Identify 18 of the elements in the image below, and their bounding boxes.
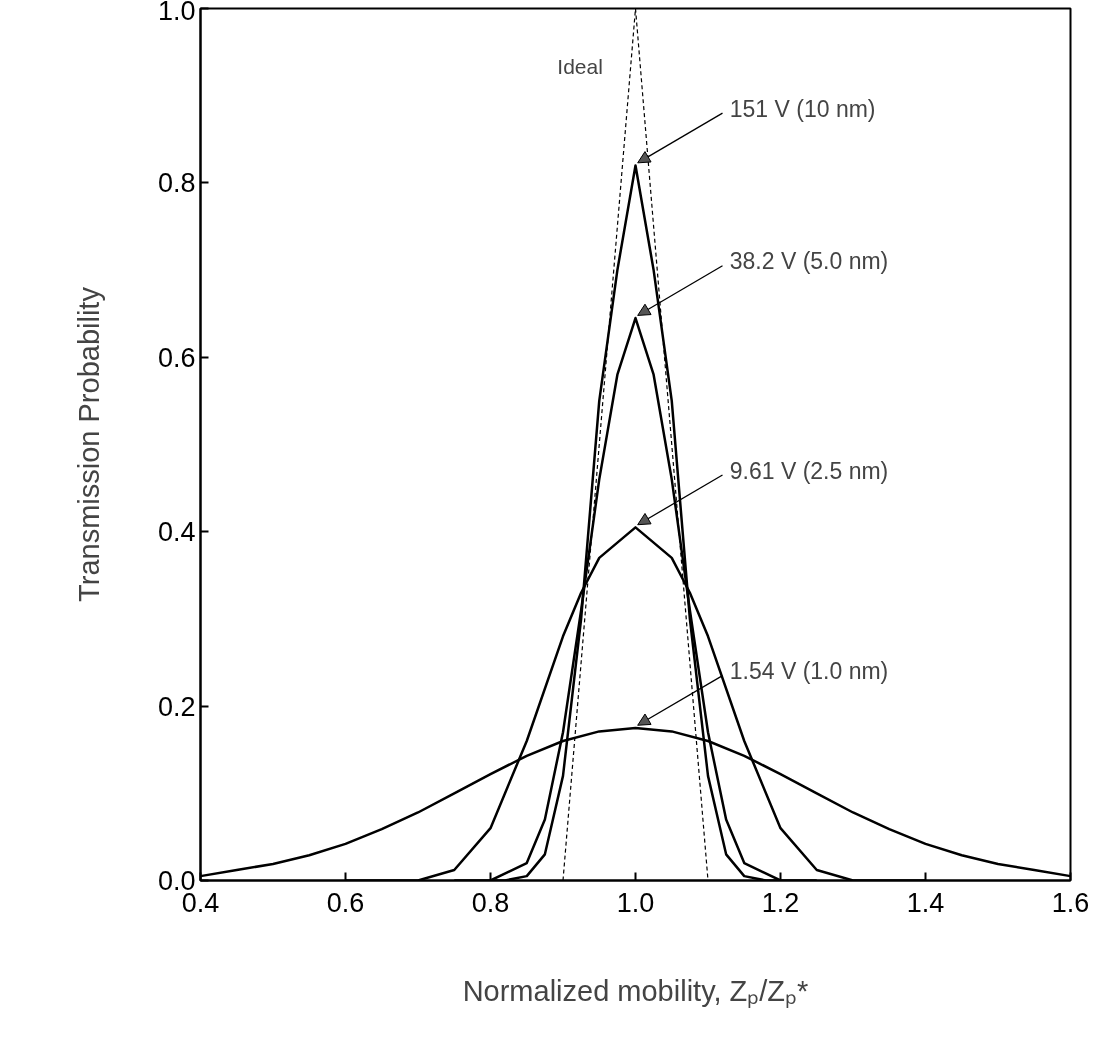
- text: 9.61 V (2.5 nm): [729, 457, 889, 484]
- x-tick-label: 0.8: [471, 887, 510, 918]
- y-tick-label: 0.4: [157, 517, 196, 548]
- series-label: Ideal: [557, 55, 603, 79]
- y-axis-title: Transmission Probability: [72, 286, 105, 602]
- y-tick-label: 0.2: [157, 691, 196, 722]
- text: 38.2 V (5.0 nm): [729, 248, 889, 275]
- x-tick-label: 1.2: [761, 887, 800, 918]
- x-tick-label: 1.4: [906, 887, 945, 918]
- x-tick-label: 0.6: [326, 887, 365, 918]
- x-axis-title: Normalized mobility, Zₚ/Zₚ*: [462, 974, 809, 1008]
- text: 151 V (10 nm): [729, 95, 876, 122]
- y-tick-label: 1.0: [157, 0, 196, 26]
- x-tick-label: 1.0: [616, 887, 655, 918]
- x-tick-label: 1.6: [1051, 887, 1090, 918]
- text: 1.54 V (1.0 nm): [729, 658, 889, 685]
- y-tick-label: 0.6: [157, 342, 196, 373]
- y-tick-label: 0.8: [157, 168, 196, 199]
